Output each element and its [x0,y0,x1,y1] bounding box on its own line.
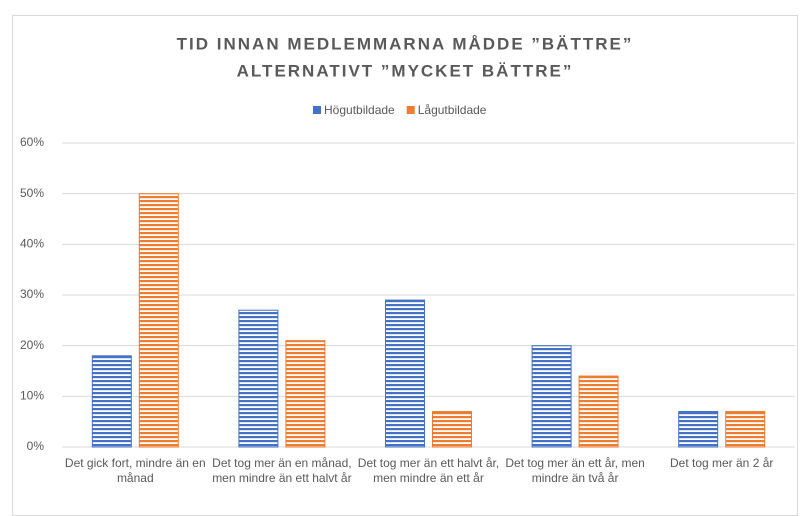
y-tick-label: 0% [27,439,45,453]
x-tick-label-box: Det tog mer än ett halvt år, men mindre … [357,456,500,485]
x-tick-label-box: Det tog mer än en månad, men mindre än e… [212,456,352,485]
legend-label: Lågutbildade [418,103,487,117]
x-tick-label: Det tog mer än ett halvt år, men mindre … [357,456,500,485]
bar [285,340,326,448]
bar [385,299,425,448]
bar [432,411,472,448]
y-tick-label: 20% [20,338,44,352]
y-tick-label: 50% [20,186,44,200]
legend-swatch [313,106,321,114]
y-tick-label: 30% [20,287,44,301]
x-tick-label: Det gick fort, mindre än en månad [64,456,206,485]
bar [138,193,179,448]
x-tick-label: Det tog mer än 2 år [669,456,774,470]
chart-title: TID INNAN MEDLEMMARNA MÅDDE ”BÄTTRE” [177,34,634,53]
y-tick-label: 40% [20,237,44,251]
y-tick-label: 10% [20,389,44,403]
x-tick-label: Det tog mer än ett år, men mindre än två… [505,456,645,485]
x-tick-label: Det tog mer än en månad, men mindre än e… [212,456,352,485]
bar [238,309,279,448]
bar [678,411,719,448]
bar [531,345,572,448]
y-tick-label: 60% [20,135,44,149]
chart-title: ALTERNATIVT ”MYCKET BÄTTRE” [237,61,574,80]
legend-swatch [406,106,415,114]
x-tick-label-box: Det tog mer än ett år, men mindre än två… [505,456,645,485]
bar [578,375,619,448]
bar [91,355,132,448]
bar [725,411,766,448]
x-tick-label-box: Det tog mer än 2 år [669,456,774,470]
legend-label: Högutbildade [324,103,395,117]
x-tick-label-box: Det gick fort, mindre än en månad [64,456,206,485]
